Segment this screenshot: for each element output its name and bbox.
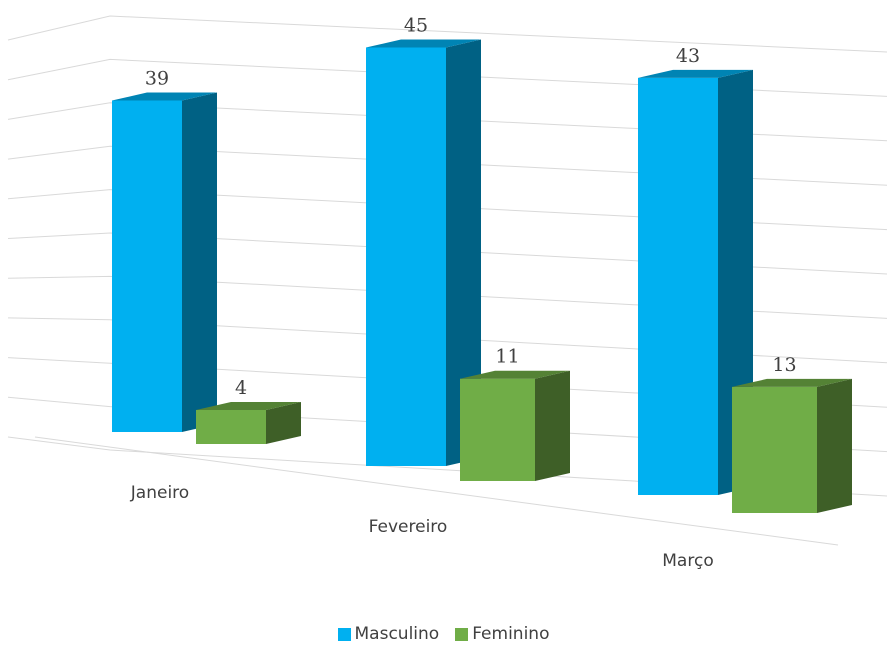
bar-top-masculino-2 (638, 69, 753, 78)
legend-item-series-2: Feminino (455, 624, 549, 644)
legend: Masculino Feminino (0, 622, 887, 646)
bar-side-feminino-2 (817, 378, 852, 513)
bar-top-masculino-1 (366, 39, 481, 48)
bar-side-feminino-0 (266, 402, 301, 444)
bar-top-masculino-0 (112, 92, 217, 101)
gridline (7, 145, 887, 186)
bar-side-masculino-0 (182, 92, 217, 432)
gridline (7, 15, 887, 53)
legend-label-series-2: Feminino (472, 624, 550, 644)
gridline (7, 436, 887, 497)
gridline (7, 58, 887, 97)
bar-feminino-0 (196, 410, 266, 444)
gridline (7, 232, 887, 275)
data-label-feminino-0: 4 (235, 377, 247, 399)
floor-line (34, 436, 839, 546)
data-label-feminino-2: 13 (772, 354, 796, 376)
legend-swatch-series-2 (455, 627, 469, 641)
data-label-masculino-2: 43 (676, 45, 700, 67)
gridline (7, 102, 887, 142)
data-label-masculino-0: 39 (145, 68, 169, 90)
legend-label-series-1: Masculino (354, 624, 440, 644)
category-label-2: Março (662, 551, 713, 571)
gridline (7, 189, 887, 231)
bar-feminino-2 (732, 386, 817, 513)
category-label-0: Janeiro (130, 483, 189, 503)
legend-swatch-series-1 (337, 627, 351, 641)
bar-feminino-1 (460, 378, 535, 481)
data-label-feminino-1: 11 (495, 346, 519, 368)
gridline (7, 396, 887, 453)
gridline (7, 275, 887, 319)
data-label-masculino-1: 45 (404, 15, 428, 37)
category-label-1: Fevereiro (369, 517, 448, 537)
bar-masculino-1 (366, 47, 446, 466)
legend-item-series-1: Masculino (337, 624, 440, 644)
bar-top-feminino-2 (732, 378, 852, 387)
gridlines (7, 15, 887, 546)
bar-side-masculino-1 (446, 39, 481, 466)
gridline (7, 357, 887, 408)
category-labels: Janeiro Fevereiro Março (130, 483, 714, 571)
bar-side-feminino-1 (535, 370, 570, 481)
bar-masculino-0 (112, 100, 182, 432)
data-labels: 39 4 45 11 43 13 (145, 15, 797, 400)
chart-plot: 39 4 45 11 43 13 Janeiro Fevereiro Março (7, 15, 887, 571)
bar-top-feminino-1 (460, 370, 570, 379)
bar-top-feminino-0 (196, 402, 301, 410)
gridline (7, 317, 887, 364)
bar-masculino-2 (638, 77, 718, 496)
bars (112, 39, 852, 513)
